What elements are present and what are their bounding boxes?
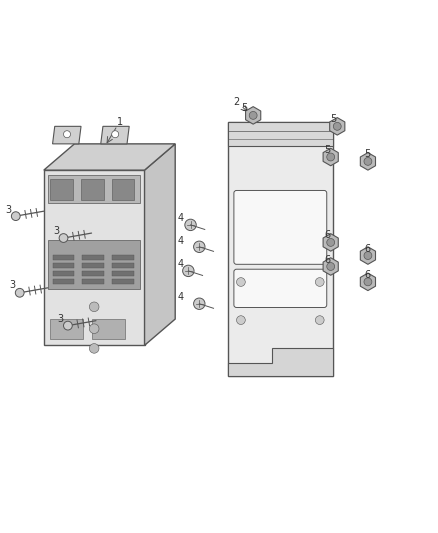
- Circle shape: [237, 316, 245, 325]
- Bar: [228, 122, 333, 146]
- Text: 1: 1: [117, 117, 124, 127]
- Circle shape: [89, 324, 99, 334]
- Text: 3: 3: [53, 227, 59, 237]
- Text: 4: 4: [177, 236, 184, 246]
- Bar: [82, 255, 104, 260]
- Circle shape: [327, 263, 335, 270]
- Polygon shape: [323, 258, 338, 275]
- Circle shape: [15, 288, 24, 297]
- Circle shape: [237, 278, 245, 286]
- Circle shape: [315, 278, 324, 286]
- Bar: [53, 279, 74, 284]
- Text: 6: 6: [364, 244, 370, 254]
- Circle shape: [249, 111, 257, 119]
- Text: 3: 3: [9, 280, 15, 290]
- Polygon shape: [101, 126, 129, 144]
- Text: 6: 6: [325, 255, 331, 265]
- Polygon shape: [44, 144, 175, 170]
- Circle shape: [315, 316, 324, 325]
- Circle shape: [64, 321, 72, 330]
- Bar: [53, 271, 74, 276]
- Circle shape: [194, 241, 205, 253]
- Circle shape: [364, 157, 372, 165]
- Text: 3: 3: [57, 314, 64, 324]
- Circle shape: [327, 153, 335, 161]
- Text: 5: 5: [364, 149, 370, 159]
- Bar: [82, 279, 104, 284]
- Circle shape: [327, 238, 335, 246]
- Circle shape: [183, 265, 194, 277]
- Bar: [112, 179, 134, 200]
- Text: 5: 5: [331, 115, 337, 124]
- Text: 5: 5: [325, 145, 331, 155]
- FancyBboxPatch shape: [234, 269, 327, 308]
- Circle shape: [59, 233, 68, 243]
- Text: 3: 3: [6, 205, 12, 215]
- Circle shape: [185, 219, 196, 231]
- Text: 5: 5: [241, 103, 247, 113]
- Bar: [50, 179, 73, 200]
- Bar: [112, 263, 134, 268]
- Bar: [92, 319, 125, 339]
- Polygon shape: [44, 170, 145, 345]
- Text: 2: 2: [233, 97, 240, 107]
- Bar: [81, 179, 104, 200]
- Text: 6: 6: [364, 270, 370, 280]
- Polygon shape: [145, 144, 175, 345]
- Circle shape: [89, 344, 99, 353]
- Circle shape: [364, 278, 372, 286]
- Polygon shape: [228, 348, 333, 376]
- Bar: [50, 319, 83, 339]
- Circle shape: [11, 212, 20, 221]
- Circle shape: [333, 123, 341, 130]
- Circle shape: [64, 131, 71, 138]
- Circle shape: [364, 252, 372, 260]
- Bar: [53, 255, 74, 260]
- Text: 4: 4: [177, 213, 184, 223]
- Circle shape: [89, 302, 99, 312]
- Bar: [48, 240, 140, 289]
- Circle shape: [194, 298, 205, 310]
- Circle shape: [112, 131, 119, 138]
- Bar: [112, 255, 134, 260]
- Text: 4: 4: [177, 292, 184, 302]
- Bar: [82, 271, 104, 276]
- Polygon shape: [360, 273, 375, 290]
- Bar: [48, 174, 140, 203]
- FancyBboxPatch shape: [234, 190, 327, 264]
- Text: 4: 4: [177, 260, 184, 269]
- Polygon shape: [360, 152, 375, 170]
- Bar: [112, 279, 134, 284]
- Bar: [82, 263, 104, 268]
- Text: 6: 6: [325, 230, 331, 240]
- Polygon shape: [53, 126, 81, 144]
- Polygon shape: [246, 107, 261, 124]
- Bar: [53, 263, 74, 268]
- Polygon shape: [323, 148, 338, 166]
- Bar: [112, 271, 134, 276]
- Polygon shape: [330, 118, 345, 135]
- Polygon shape: [323, 233, 338, 251]
- Bar: [228, 122, 333, 376]
- Polygon shape: [360, 247, 375, 264]
